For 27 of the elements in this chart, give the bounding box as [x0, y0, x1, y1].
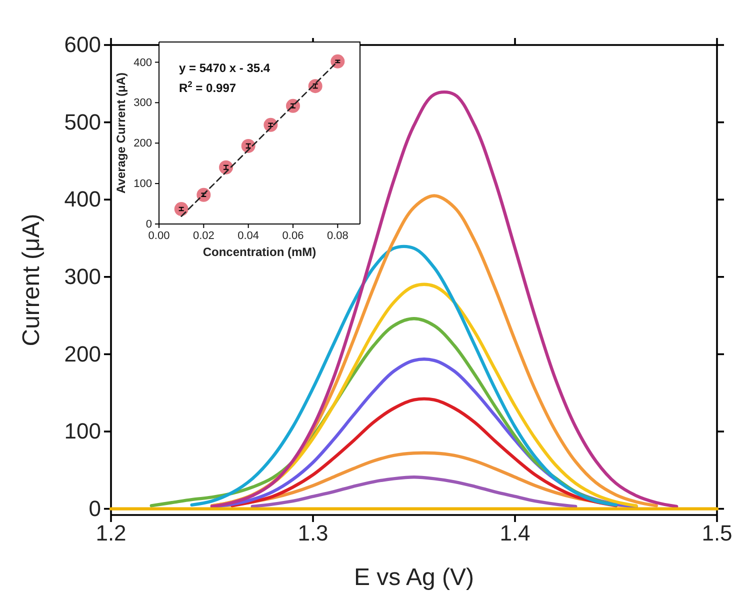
y-tick-label: 200: [134, 138, 152, 150]
x-tick-label: 0.04: [238, 230, 260, 242]
x-tick-label: 0.02: [192, 230, 214, 242]
x-tick-label: 0.06: [282, 230, 304, 242]
y-tick-label: 100: [64, 418, 101, 444]
y-tick-label: 0: [88, 496, 101, 521]
y-tick-label: 300: [64, 264, 101, 289]
y-tick-label: 600: [64, 32, 101, 58]
x-tick-label: 1.4: [500, 520, 530, 546]
x-tick-label: 0.08: [326, 230, 348, 242]
y-tick-label: 0: [146, 218, 152, 231]
x-tick-label: 1.3: [298, 520, 328, 546]
y-axis-title: Current (μA): [18, 214, 45, 346]
x-tick-label: 1.5: [702, 520, 732, 546]
annotation: y = 5470 x - 35.4: [179, 61, 270, 75]
y-tick-label: 100: [134, 178, 152, 190]
y-tick-label: 300: [134, 97, 152, 110]
x-tick-label: 0.00: [148, 230, 170, 242]
y-axis-title: Average Current (μA): [114, 72, 128, 194]
y-tick-label: 500: [64, 109, 101, 134]
x-axis-title: E vs Ag (V): [354, 564, 474, 591]
annotation: R$^{2}$ = 0.997: [179, 79, 236, 95]
y-tick-label: 400: [64, 186, 101, 212]
x-tick-label: 1.2: [96, 520, 126, 546]
y-tick-label: 400: [134, 56, 152, 69]
y-tick-label: 200: [64, 341, 101, 366]
x-axis-title: Concentration (mM): [202, 245, 316, 259]
